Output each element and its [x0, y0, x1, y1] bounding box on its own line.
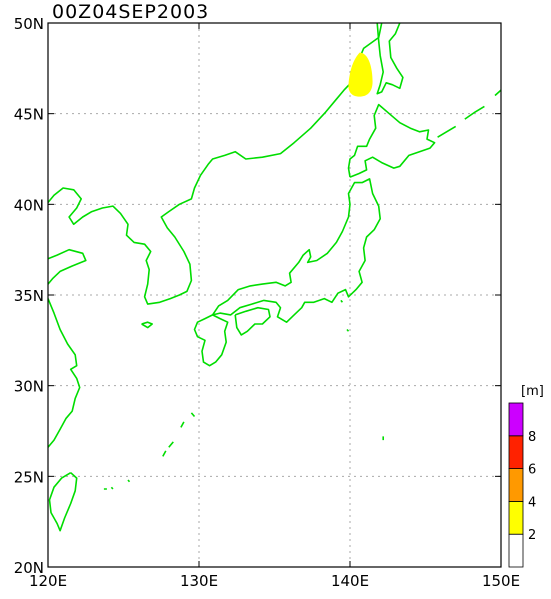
colorbar-swatch: [508, 402, 524, 437]
lat-tick-label: 40N: [14, 196, 44, 214]
lon-tick-label: 120E: [29, 572, 67, 590]
lat-tick-label: 45N: [14, 106, 44, 124]
coastline-sakhalin: [376, 22, 404, 95]
coastline-ryukyu: [162, 412, 196, 457]
colorbar-swatch: [508, 500, 524, 535]
map-title: 00Z04SEP2003: [52, 1, 209, 23]
coastlines: [47, 22, 502, 532]
colorbar-swatch: [508, 468, 524, 502]
coastline-honshu: [211, 178, 381, 323]
colorbar-unit: [m]: [521, 384, 544, 399]
coastline-sakishima: [103, 479, 131, 490]
lat-tick-label: 25N: [14, 468, 44, 486]
lat-tick-label: 20N: [14, 559, 44, 577]
lat-tick-label: 50N: [14, 15, 44, 33]
colorbar-label: 8: [528, 430, 536, 445]
plot-background: [48, 23, 501, 567]
shaded-region: [348, 52, 373, 97]
colorbar: [m] 2 4 6 8: [508, 384, 544, 568]
coastline-mainland: [47, 22, 383, 305]
lat-tick-label: 30N: [14, 378, 44, 396]
lat-tick-label: 35N: [14, 287, 44, 305]
latitude-tick-labels: 20N 25N 30N 35N 40N 45N 50N: [14, 15, 501, 577]
coastline-china-east: [47, 298, 81, 448]
lon-tick-label: 150E: [482, 572, 520, 590]
coastline-kurils: [437, 89, 502, 138]
lon-tick-label: 140E: [331, 572, 369, 590]
colorbar-label: 4: [528, 495, 536, 510]
coastline-jeju: [141, 321, 153, 329]
colorbar-label: 6: [528, 463, 536, 478]
longitude-tick-labels: 120E 130E 140E 150E: [29, 23, 520, 590]
coastline-izu: [340, 299, 384, 441]
shaded-field-layer: [348, 52, 373, 97]
coastline-shikoku: [234, 306, 271, 336]
colorbar-swatch: [508, 533, 524, 568]
coastline-kyushu: [193, 314, 229, 367]
colorbar-swatch: [508, 435, 524, 469]
colorbar-label: 2: [528, 528, 536, 543]
coastline-taiwan: [48, 472, 78, 532]
lon-tick-label: 130E: [180, 572, 218, 590]
coastline-hokkaido: [347, 103, 436, 178]
coastline-china-south: [47, 248, 87, 285]
